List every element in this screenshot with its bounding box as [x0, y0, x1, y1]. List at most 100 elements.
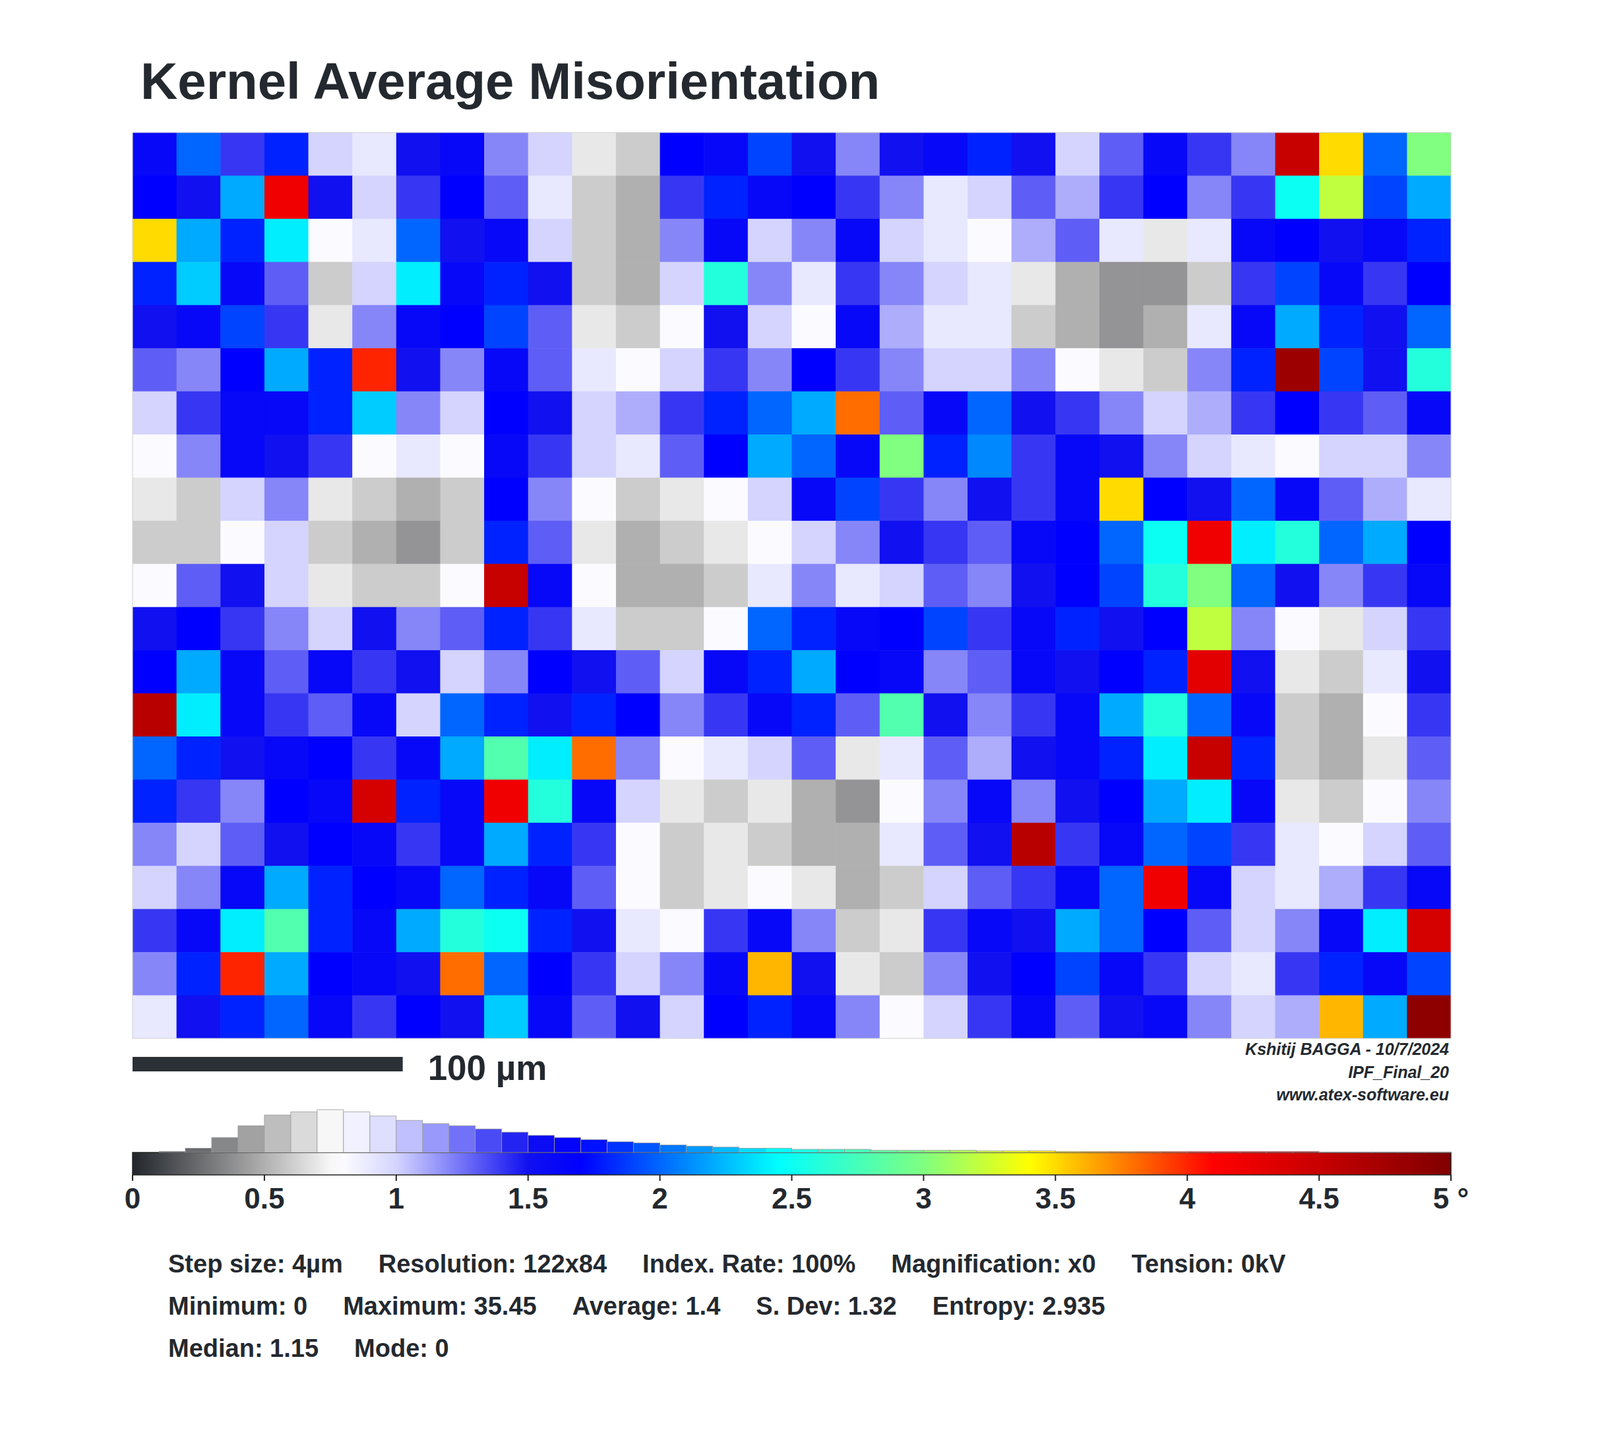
cell: [439, 477, 485, 522]
cell: [660, 779, 705, 824]
cell: [264, 995, 309, 1039]
cell: [660, 434, 705, 479]
cell: [528, 607, 573, 651]
cell: [352, 563, 397, 608]
cell: [923, 736, 968, 781]
cell: [176, 650, 221, 694]
cell: [264, 434, 309, 479]
cell: [1099, 865, 1144, 910]
cell: [967, 607, 1012, 651]
cell: [615, 175, 661, 219]
cell: [1274, 434, 1320, 479]
cell: [1363, 607, 1408, 651]
cell: [1011, 650, 1056, 694]
cell: [1406, 995, 1451, 1039]
cell: [1187, 132, 1232, 177]
stat: S. Dev: 1.32: [755, 1292, 897, 1321]
cell: [835, 952, 880, 996]
cell: [571, 563, 616, 608]
cell: [879, 521, 924, 565]
cell: [571, 175, 616, 219]
cell: [1187, 348, 1232, 392]
cell: [1231, 563, 1276, 608]
cell: [1143, 952, 1188, 996]
cell: [1187, 521, 1232, 565]
cell: [308, 650, 353, 694]
cell: [132, 132, 177, 177]
cell: [1406, 218, 1451, 263]
cell: [1143, 305, 1188, 349]
stat: Tension: 0kV: [1131, 1250, 1287, 1279]
cell: [792, 736, 837, 781]
cell: [1231, 865, 1276, 910]
colorbar-tick: [263, 1175, 266, 1182]
cell: [1274, 952, 1320, 996]
cell: [1099, 650, 1144, 694]
cell: [792, 348, 837, 392]
cell: [879, 261, 924, 306]
histogram-bar: [264, 1115, 291, 1153]
cell: [352, 995, 397, 1039]
cell: [176, 909, 221, 954]
cell: [352, 391, 397, 436]
cell: [1099, 261, 1144, 306]
cell: [396, 563, 441, 608]
cell: [1363, 563, 1408, 608]
cell: [1143, 521, 1188, 565]
cell: [660, 607, 705, 651]
cell: [1055, 305, 1100, 349]
cell: [835, 650, 880, 694]
cell: [1231, 607, 1276, 651]
credit: IPF_Final_20: [1348, 1063, 1449, 1082]
cell: [1274, 132, 1320, 177]
cell: [747, 261, 793, 306]
stat: Resolution: 122x84: [378, 1250, 607, 1279]
cell: [1363, 779, 1408, 824]
cell: [879, 132, 924, 177]
cell: [1099, 305, 1144, 349]
cell: [1011, 693, 1056, 738]
cell: [1274, 477, 1320, 522]
cell: [571, 823, 616, 867]
cell: [1143, 175, 1188, 219]
cell: [1055, 175, 1100, 219]
cell: [615, 305, 661, 349]
stat: Mode: 0: [354, 1334, 450, 1363]
cell: [528, 175, 573, 219]
cell: [571, 995, 616, 1039]
cell: [352, 607, 397, 651]
cell: [264, 736, 309, 781]
cell: [264, 391, 309, 436]
cell: [792, 391, 837, 436]
cell: [792, 952, 837, 996]
cell: [923, 218, 968, 263]
cell: [571, 909, 616, 954]
cell: [835, 348, 880, 392]
cell: [1143, 736, 1188, 781]
cell: [1187, 305, 1232, 349]
histogram-bar: [765, 1148, 793, 1154]
cell: [1187, 563, 1232, 608]
cell: [352, 261, 397, 306]
cell: [176, 391, 221, 436]
cell: [528, 132, 573, 177]
histogram-bar: [817, 1149, 845, 1153]
cell: [571, 607, 616, 651]
cell: [792, 521, 837, 565]
cell: [835, 521, 880, 565]
histogram-bar: [1371, 1152, 1399, 1154]
cell: [1187, 779, 1232, 824]
colorbar-tick-label: 3: [915, 1182, 932, 1215]
cell: [1055, 521, 1100, 565]
cell: [967, 736, 1012, 781]
cell: [264, 607, 309, 651]
cell: [1187, 391, 1232, 436]
cell: [308, 607, 353, 651]
cell: [747, 909, 793, 954]
cell: [1011, 995, 1056, 1039]
cell: [923, 261, 968, 306]
cell: [703, 175, 748, 219]
cell: [1363, 305, 1408, 349]
cell: [132, 391, 177, 436]
cell: [1011, 391, 1056, 436]
